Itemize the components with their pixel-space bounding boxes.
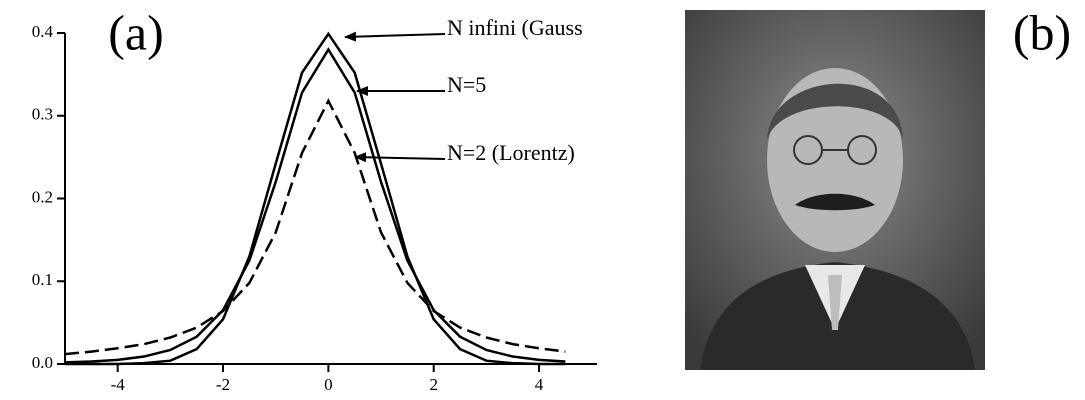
series-label: N=5 xyxy=(447,72,486,97)
x-tick-label: -2 xyxy=(216,375,230,394)
y-tick-label: 0.4 xyxy=(32,22,54,41)
y-tick-label: 0.3 xyxy=(32,105,53,124)
series-label: N=2 (Lorentz) xyxy=(447,140,575,165)
y-tick-label: 0.2 xyxy=(32,187,53,206)
annotation-arrow xyxy=(354,152,446,163)
annotation-arrow xyxy=(344,31,446,42)
x-tick-label: 2 xyxy=(429,375,438,394)
series-line xyxy=(64,47,566,364)
y-tick-label: 0.1 xyxy=(32,270,53,289)
x-tick-label: -4 xyxy=(111,375,126,394)
series-line xyxy=(65,31,566,366)
panel-label: (a) xyxy=(108,4,164,60)
panel-label: (b) xyxy=(1013,4,1071,60)
x-tick-label: 0 xyxy=(324,375,333,394)
x-tick-label: 4 xyxy=(535,375,544,394)
series-label: N infini (Gauss xyxy=(447,15,583,40)
series-line xyxy=(64,98,566,356)
y-tick-label: 0.0 xyxy=(32,353,53,372)
portrait-photo xyxy=(685,10,985,370)
